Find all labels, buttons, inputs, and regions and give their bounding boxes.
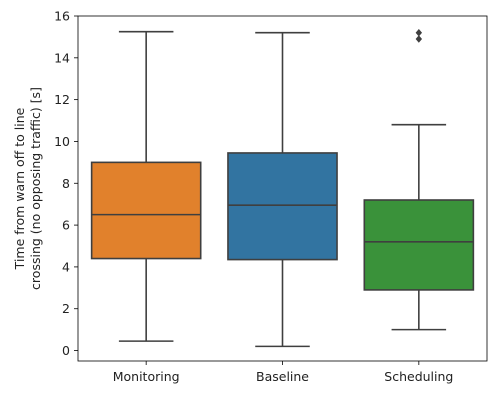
y-tick-label-14: 14 [54, 50, 70, 65]
y-tick-label-4: 4 [62, 259, 70, 274]
y-axis-label-line-1: Time from warn off to line [12, 107, 27, 270]
box-baseline [227, 152, 338, 261]
y-axis: 0 2 4 6 8 10 12 14 16 [54, 9, 78, 358]
y-tick-label-6: 6 [62, 218, 70, 233]
box-group-monitoring [90, 30, 202, 342]
y-tick-label-2: 2 [62, 301, 70, 316]
box-group-scheduling [363, 28, 475, 331]
box-group-baseline [227, 31, 338, 348]
y-tick-label-0: 0 [62, 343, 70, 358]
x-tick-label-scheduling: Scheduling [384, 369, 453, 384]
x-axis: Monitoring Baseline Scheduling [113, 361, 453, 384]
box-monitoring [90, 161, 202, 260]
x-tick-label-baseline: Baseline [256, 369, 309, 384]
y-tick-label-12: 12 [54, 92, 70, 107]
outlier-point-scheduling-1 [415, 35, 423, 43]
y-axis-label-line-2: crossing (no opposing traffic) [s] [28, 87, 43, 290]
box-scheduling [363, 199, 475, 291]
x-tick-label-monitoring: Monitoring [113, 369, 180, 384]
y-tick-label-10: 10 [54, 134, 70, 149]
y-tick-label-16: 16 [54, 9, 70, 24]
y-tick-label-8: 8 [62, 176, 70, 191]
box-plot-area [90, 28, 475, 348]
outlier-point-scheduling-2 [415, 28, 423, 37]
